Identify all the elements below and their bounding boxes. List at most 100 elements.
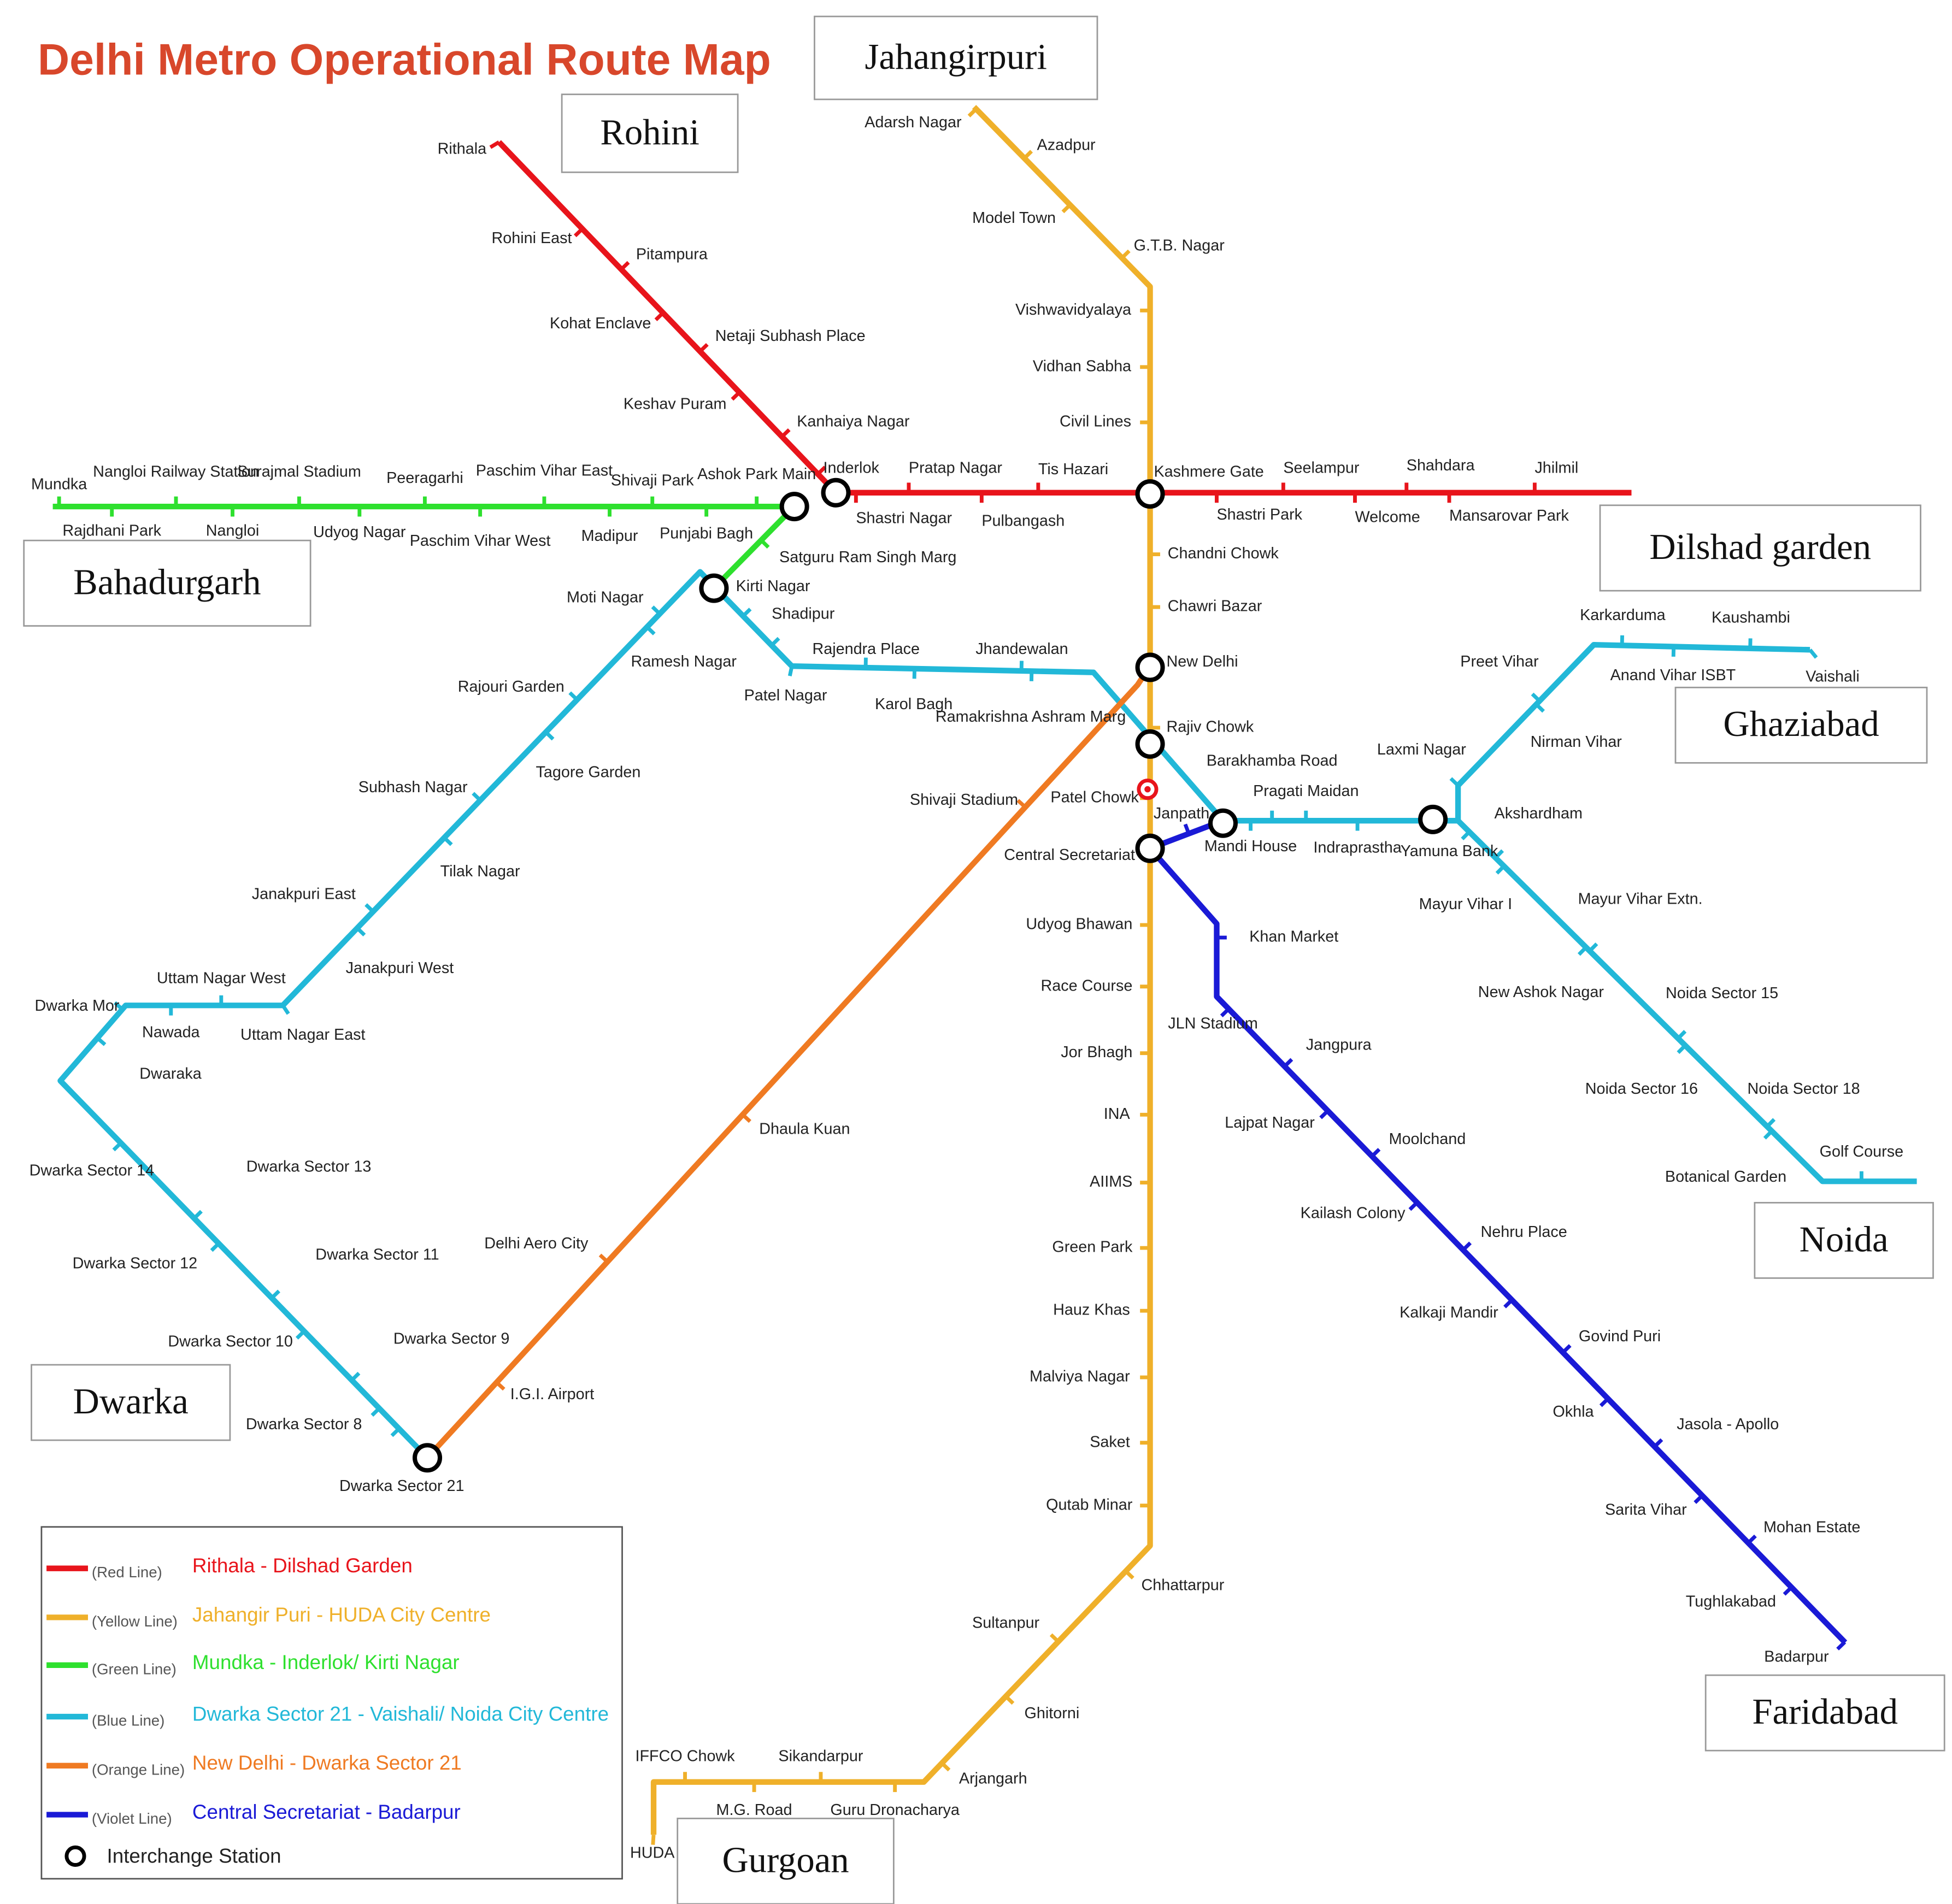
station-label: Dhaula Kuan [759, 1121, 850, 1138]
station-label: Kohat Enclave [550, 315, 651, 332]
station-label: Madipur [581, 527, 638, 545]
station-tick [1061, 203, 1072, 214]
region-label: Gurgoan [722, 1841, 849, 1881]
station-label: Guru Dronacharya [830, 1801, 960, 1819]
station-label: Kalkaji Mandir [1400, 1304, 1498, 1321]
station-label: Kashmere Gate [1154, 463, 1263, 481]
station-tick [741, 1113, 751, 1123]
station-label: Khan Market [1249, 928, 1338, 946]
station-tick [371, 1407, 381, 1417]
station-label: Noida Sector 16 [1585, 1080, 1698, 1098]
station-label: Okhla [1553, 1403, 1594, 1420]
region-box [1599, 504, 1921, 592]
station-tick [731, 391, 741, 401]
region-label: Dilshad garden [1649, 527, 1871, 567]
station-label: Seelampur [1283, 459, 1359, 477]
station-label: Patel Chowk [1050, 788, 1139, 806]
station-label: Netaji Subhash Place [715, 327, 866, 345]
region: Faridabad [1704, 1674, 1945, 1752]
station-label: Tagore Garden [536, 763, 641, 781]
station-tick [940, 1761, 951, 1772]
station-label: Rohini East [491, 229, 572, 247]
station-label: Sarita Vihar [1605, 1501, 1687, 1518]
station-tick [270, 1289, 280, 1300]
station-label: Rajendra Place [812, 640, 920, 658]
station-tick [1577, 946, 1588, 956]
station-label: Rajouri Garden [458, 678, 565, 695]
station-label: Nawada [142, 1023, 199, 1041]
track [712, 504, 797, 591]
station-label: Chawri Bazar [1168, 598, 1262, 615]
station-label: Nirman Vihar [1531, 733, 1622, 751]
region-box [23, 539, 311, 627]
station-label: INA [1104, 1105, 1131, 1123]
station-tick [472, 792, 482, 802]
station-tick [1319, 1109, 1330, 1119]
station-label: Preet Vihar [1460, 653, 1539, 670]
interchange [1135, 479, 1165, 509]
region-box [677, 1818, 895, 1904]
station-label: Punjabi Bagh [660, 524, 753, 542]
station-tick [645, 626, 656, 635]
station-label: Saket [1090, 1433, 1130, 1451]
station-tick [573, 227, 584, 238]
station-tick [1016, 799, 1027, 809]
station-tick [113, 1001, 124, 1011]
station-label: JLN Stadium [1168, 1015, 1258, 1032]
station-label: Udyog Nagar [313, 523, 406, 541]
station-tick [967, 108, 978, 117]
station-tick [1783, 1585, 1793, 1596]
station-tick [1461, 830, 1471, 841]
station-label: Nangloi Railway Station [93, 463, 259, 481]
station-label: Jangpura [1306, 1036, 1372, 1053]
station-tick [1677, 1030, 1687, 1040]
station-label: Karkarduma [1580, 606, 1666, 624]
station-label: Ramakrishna Ashram Marg [936, 708, 1126, 726]
station-tick [1495, 864, 1506, 875]
station-label: Nangloi [206, 522, 260, 540]
station-label: Jasola - Apollo [1677, 1416, 1779, 1433]
station-label: Dwarka Sector 11 [315, 1246, 439, 1264]
legend-line-name: (Violet Line) [92, 1810, 172, 1827]
legend-route: New Delhi - Dwarka Sector 21 [192, 1752, 462, 1774]
station-label: Moti Nagar [567, 589, 644, 606]
station-tick [760, 539, 770, 549]
region-label: Rohini [600, 113, 699, 152]
station-label: Jor Bhagh [1061, 1044, 1132, 1061]
station-tick [787, 665, 794, 676]
station-label: Hauz Khas [1053, 1301, 1130, 1319]
interchange [1208, 808, 1238, 838]
station-label: Shivaji Stadium [910, 791, 1018, 809]
station-label: Paschim Vihar West [410, 532, 551, 550]
station-tick [1503, 1298, 1514, 1308]
legend-route: Rithala - Dilshad Garden [192, 1554, 413, 1577]
station-label: AIIMS [1090, 1173, 1132, 1190]
station-tick [1023, 150, 1033, 160]
station-tick [1677, 1044, 1687, 1054]
station-label: Adarsh Nagar [865, 114, 962, 131]
region: Rohini [561, 93, 739, 173]
station-label: Tughlakabad [1686, 1593, 1776, 1610]
station-tick [1653, 1438, 1663, 1448]
station-label: Shastri Park [1216, 506, 1302, 523]
station-tick [1531, 692, 1541, 703]
station-label: Central Secretariat [1004, 846, 1135, 864]
station-label: Mayur Vihar I [1419, 895, 1512, 913]
station-tick [350, 1371, 361, 1382]
station-label: Azadpur [1037, 137, 1096, 154]
station-label: Model Town [972, 209, 1056, 227]
station-label: Vaishali [1806, 668, 1860, 686]
station-label: Chhattarpur [1141, 1576, 1224, 1594]
legend-interchange [64, 1845, 86, 1867]
station-tick [651, 1835, 656, 1845]
station-label: Udyog Bhawan [1026, 916, 1132, 933]
interchange [699, 573, 729, 603]
region: Jahangirpuri [814, 15, 1098, 101]
station-label: Shivaji Park [611, 472, 694, 490]
station-tick [1694, 1494, 1704, 1504]
track [1148, 846, 1848, 1644]
region-label: Noida [1800, 1219, 1889, 1259]
station-label: Rithala [438, 140, 487, 158]
station-label: Mansarovar Park [1449, 507, 1569, 524]
station-tick [356, 927, 366, 936]
